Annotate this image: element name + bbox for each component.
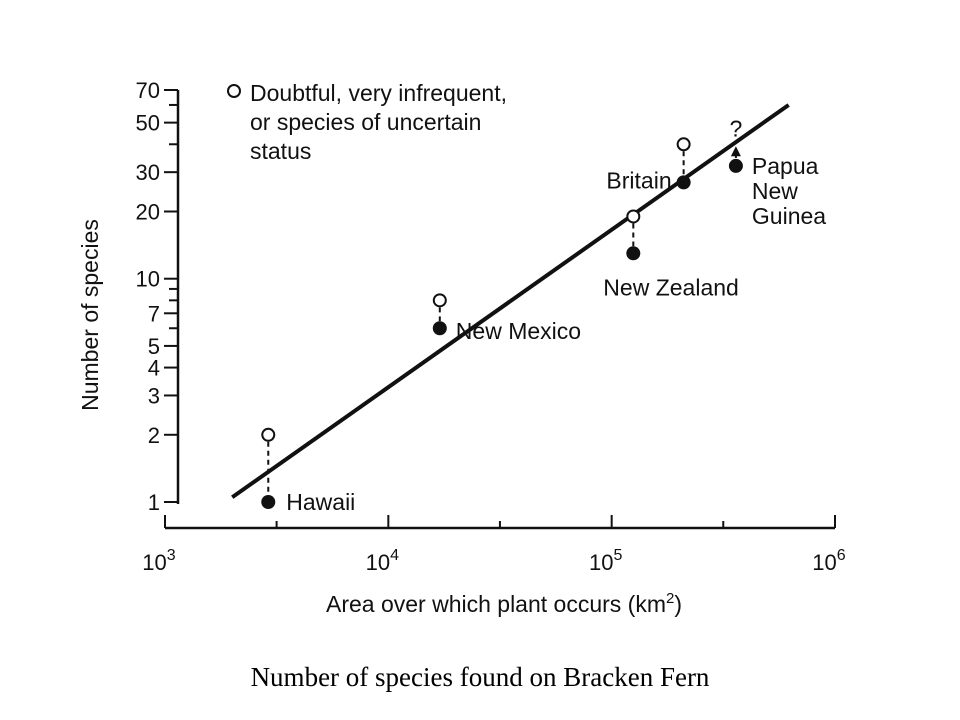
- x-tick-label: 103: [142, 547, 175, 575]
- legend: Doubtful, very infrequent, or species of …: [227, 80, 507, 164]
- point-label: Hawaii: [286, 489, 355, 515]
- filled-point: [676, 175, 691, 190]
- y-tick-label: 5: [148, 334, 160, 359]
- y-tick-label: 3: [148, 383, 160, 408]
- y-tick-label: 10: [136, 267, 160, 292]
- y-tick-label: 2: [148, 423, 160, 448]
- y-tick-label: 20: [136, 199, 160, 224]
- y-tick-label: 1: [148, 490, 160, 515]
- filled-point: [261, 495, 276, 509]
- data-points: ? Hawaii New Mexico New Zealand Britain Papua…: [261, 115, 826, 515]
- y-tick-label: 7: [148, 301, 160, 326]
- y-tick-label: 4: [148, 356, 160, 381]
- filled-point: [432, 321, 447, 336]
- ticks: 103 104 105 106 1 2 345 7 10 20 30 50 70: [136, 78, 846, 575]
- legend-text: status: [250, 138, 311, 164]
- y-tick-label: 50: [136, 111, 160, 136]
- x-tick-label: 106: [812, 547, 845, 575]
- y-axis-title: Number of species: [77, 219, 103, 411]
- trend-line: [231, 103, 790, 499]
- legend-marker: [227, 84, 241, 98]
- open-point: [626, 209, 641, 224]
- uncertain-arrow: [730, 146, 741, 157]
- point-label: New Mexico: [456, 318, 581, 344]
- point-label: Britain: [606, 167, 671, 193]
- legend-text: Doubtful, very infrequent,: [250, 80, 507, 106]
- figure-caption: Number of species found on Bracken Fern: [250, 662, 710, 692]
- filled-point: [626, 246, 641, 261]
- y-tick-label: 30: [136, 160, 160, 185]
- uncertain-label: ?: [730, 115, 743, 141]
- point-label: Papua: [752, 153, 819, 179]
- open-point: [261, 427, 276, 442]
- open-point: [676, 137, 691, 152]
- x-tick-label: 104: [366, 547, 399, 575]
- trend-line-group: [231, 103, 790, 499]
- legend-text: or species of uncertain: [250, 109, 481, 135]
- open-point: [432, 293, 447, 308]
- point-label: New Zealand: [603, 274, 739, 300]
- point-label: Guinea: [752, 203, 826, 229]
- y-tick-label: 70: [136, 78, 160, 103]
- x-tick-label: 105: [589, 547, 622, 575]
- filled-point: [728, 158, 743, 173]
- x-axis-title: Area over which plant occurs (km2): [326, 590, 682, 617]
- point-label: New: [752, 178, 798, 204]
